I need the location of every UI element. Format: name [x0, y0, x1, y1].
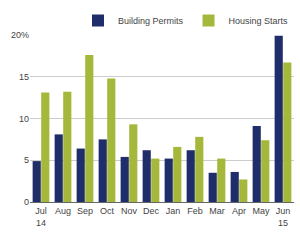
svg-text:Sep: Sep	[77, 206, 93, 216]
svg-text:Dec: Dec	[143, 206, 160, 216]
svg-text:Mar: Mar	[209, 206, 225, 216]
svg-text:Building Permits: Building Permits	[118, 16, 184, 26]
svg-text:10: 10	[19, 114, 29, 124]
svg-text:Apr: Apr	[232, 206, 246, 216]
svg-text:Jan: Jan	[166, 206, 181, 216]
svg-text:Jun15: Jun15	[276, 206, 291, 228]
svg-text:0: 0	[24, 197, 29, 207]
svg-text:Feb: Feb	[187, 206, 203, 216]
svg-text:Housing Starts: Housing Starts	[229, 16, 289, 26]
svg-text:Nov: Nov	[121, 206, 138, 216]
svg-text:15: 15	[19, 72, 29, 82]
svg-text:Jul14: Jul14	[35, 206, 47, 228]
svg-text:Oct: Oct	[100, 206, 115, 216]
svg-text:May: May	[252, 206, 270, 216]
svg-text:5: 5	[24, 155, 29, 165]
svg-text:Aug: Aug	[55, 206, 71, 216]
svg-text:20%: 20%	[11, 30, 29, 40]
